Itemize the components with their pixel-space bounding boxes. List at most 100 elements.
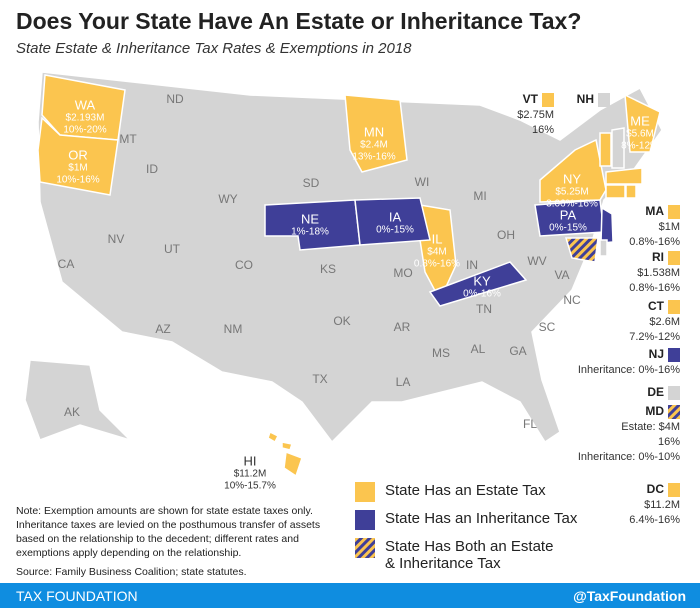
side-line: 7.2%-12% [629, 331, 680, 343]
side-line: $11.2M [644, 499, 680, 511]
state-exemption: $2.4M [360, 140, 388, 151]
state-exemption: $1M [68, 163, 87, 174]
legend-label: State Has an Inheritance Tax [385, 510, 578, 527]
state-ri [625, 184, 637, 199]
state-abbr: MO [393, 266, 412, 280]
state-abbr: NC [563, 293, 581, 307]
side-line: Inheritance: 0%-16% [578, 364, 680, 376]
state-nj [600, 206, 614, 244]
hawaii [281, 441, 293, 451]
state-abbr: AZ [155, 322, 170, 336]
state-abbr: OR [68, 147, 88, 162]
alaska [24, 359, 131, 441]
subtitle: State Estate & Inheritance Tax Rates & E… [16, 40, 412, 57]
state-abbr: WI [415, 175, 430, 189]
swatch [542, 93, 554, 107]
legend-label: State Has Both an Estate & Inheritance T… [385, 538, 554, 572]
state-rate: 10%-16% [56, 175, 99, 186]
state-abbr: HI [244, 453, 257, 468]
state-abbr: IN [466, 258, 478, 272]
state-abbr: AL [471, 342, 486, 356]
side-abbr: NH [577, 92, 594, 106]
side-abbr: NJ [649, 347, 664, 361]
state-abbr: FL [523, 417, 537, 431]
side-abbr: RI [652, 250, 664, 264]
state-rate: 0.8%-16% [414, 259, 460, 270]
state-ct [605, 184, 626, 199]
state-abbr: MT [119, 132, 137, 146]
state-abbr: MN [364, 124, 384, 139]
side-line: 16% [658, 436, 680, 448]
title: Does Your State Have An Estate or Inheri… [16, 8, 582, 34]
swatch [668, 348, 680, 362]
side-line: 6.4%-16% [629, 514, 680, 526]
swatch [598, 93, 610, 107]
state-abbr: NM [224, 322, 243, 336]
note: Note: Exemption amounts are shown for st… [16, 505, 321, 559]
side-abbr: DC [647, 482, 665, 496]
state-abbr: ID [146, 162, 158, 176]
state-abbr: AK [64, 405, 80, 419]
state-exemption: $4M [427, 247, 446, 258]
legend-item: State Has Both an Estate & Inheritance T… [355, 538, 585, 572]
swatch [668, 483, 680, 497]
state-abbr: NV [108, 232, 125, 246]
state-de [599, 239, 608, 257]
state-abbr: AR [394, 320, 411, 334]
state-vt [599, 132, 612, 167]
footer: TAX FOUNDATION @TaxFoundation [0, 583, 700, 608]
side-line: $2.6M [649, 316, 680, 328]
state-rate: 1%-18% [291, 227, 329, 238]
swatch [668, 300, 680, 314]
state-abbr: VA [554, 268, 569, 282]
state-abbr: WY [218, 192, 237, 206]
state-rate: 3.06%-16% [546, 199, 598, 210]
state-abbr: LA [396, 375, 411, 389]
side-line: $1.538M [637, 267, 680, 279]
state-abbr: ME [630, 113, 650, 128]
state-abbr: WV [527, 254, 546, 268]
state-or [37, 116, 119, 196]
state-rate: 10%-20% [63, 125, 106, 136]
state-exemption: $5.6M [626, 129, 654, 140]
state-ky [428, 261, 528, 307]
state-rate: 0%-16% [463, 289, 501, 300]
side-abbr: MD [645, 404, 664, 418]
state-abbr: OH [497, 228, 515, 242]
state-exemption: $2.193M [66, 113, 105, 124]
side-line: 0.8%-16% [629, 236, 680, 248]
state-rate: 0%-15% [376, 225, 414, 236]
side-line: Estate: $4M [621, 421, 680, 433]
state-mn [344, 94, 408, 173]
handle: @TaxFoundation [573, 588, 686, 604]
swatch [668, 405, 680, 419]
state-abbr: PA [560, 207, 577, 222]
state-abbr: ND [166, 92, 184, 106]
state-exemption: $5.25M [555, 187, 588, 198]
state-abbr: MS [432, 346, 450, 360]
side-abbr: DE [647, 385, 664, 399]
swatch [668, 251, 680, 265]
state-abbr: UT [164, 242, 181, 256]
side-line: Inheritance: 0%-10% [578, 451, 680, 463]
state-abbr: NY [563, 171, 581, 186]
state-abbr: CA [58, 257, 75, 271]
state-abbr: KY [473, 273, 491, 288]
state-abbr: TN [476, 302, 492, 316]
state-abbr: IA [389, 209, 402, 224]
swatch [668, 205, 680, 219]
state-rate: 10%-15.7% [224, 481, 276, 492]
side-line: $2.75M [517, 109, 554, 121]
state-exemption: $11.2M [234, 469, 267, 480]
state-abbr: CO [235, 258, 253, 272]
side-abbr: CT [648, 299, 665, 313]
state-abbr: KS [320, 262, 336, 276]
state-rate: 8%-12% [621, 141, 659, 152]
state-abbr: GA [509, 344, 526, 358]
legend-item: State Has an Inheritance Tax [355, 510, 585, 530]
state-md [564, 237, 599, 263]
side-line: 0.8%-16% [629, 282, 680, 294]
swatch [668, 386, 680, 400]
state-rate: 0%-15% [549, 223, 587, 234]
